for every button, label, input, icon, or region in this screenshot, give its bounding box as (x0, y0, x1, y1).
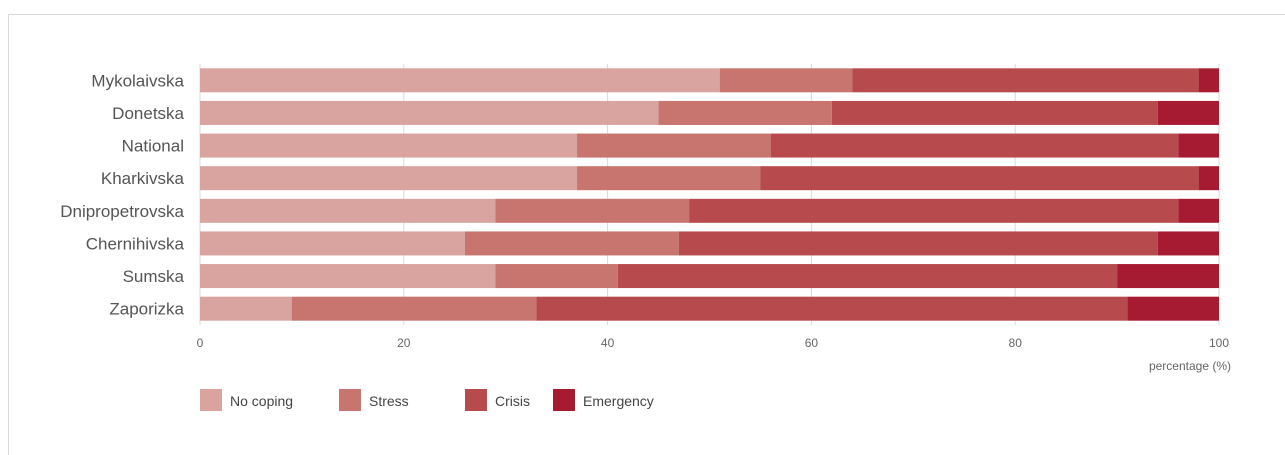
bar-zaporizka-no-coping (200, 296, 292, 321)
x-axis-title: percentage (%) (1149, 359, 1231, 373)
category-label: National (122, 137, 184, 156)
legend-swatch-stress (339, 389, 361, 411)
bar-kharkivska-crisis (760, 166, 1199, 191)
bar-dnipropetrovska-emergency (1178, 198, 1219, 223)
bar-chernihivska-crisis (678, 231, 1158, 256)
bar-donetska-crisis (831, 100, 1158, 125)
bar-kharkivska-no-coping (200, 166, 578, 191)
x-tick-label: 60 (805, 336, 819, 350)
bar-chernihivska-stress (464, 231, 679, 256)
x-tick-label: 80 (1009, 336, 1023, 350)
bar-kharkivska-emergency (1198, 166, 1219, 191)
bar-mykolaivska-no-coping (200, 68, 720, 93)
bar-national-emergency (1178, 133, 1219, 158)
x-tick-label: 100 (1209, 336, 1229, 350)
bar-national-no-coping (200, 133, 578, 158)
legend-label: No coping (230, 393, 293, 409)
legend: No coping Stress Crisis Emergency (200, 389, 654, 411)
legend-label: Stress (369, 393, 409, 409)
category-label: Chernihivska (86, 234, 185, 253)
bar-chernihivska-no-coping (200, 231, 465, 256)
category-label: Kharkivska (101, 169, 185, 188)
bar-mykolaivska-emergency (1198, 68, 1219, 93)
legend-swatch-emergency (553, 389, 575, 411)
bar-sumska-no-coping (200, 264, 496, 289)
bar-chernihivska-emergency (1157, 231, 1219, 256)
legend-swatch-no-coping (200, 389, 222, 411)
category-label: Zaporizka (109, 300, 184, 319)
bars (200, 68, 1219, 321)
bar-dnipropetrovska-stress (495, 198, 690, 223)
bar-donetska-no-coping (200, 100, 659, 125)
bar-national-crisis (770, 133, 1179, 158)
category-label: Mykolaivska (91, 71, 184, 90)
bar-dnipropetrovska-no-coping (200, 198, 496, 223)
bar-dnipropetrovska-crisis (689, 198, 1179, 223)
bar-sumska-crisis (617, 264, 1118, 289)
bar-kharkivska-stress (577, 166, 761, 191)
x-tick-label: 0 (197, 336, 204, 350)
bar-zaporizka-emergency (1127, 296, 1219, 321)
category-label: Donetska (112, 104, 184, 123)
chart-frame (8, 14, 1285, 455)
bar-donetska-emergency (1157, 100, 1219, 125)
category-label: Sumska (123, 267, 185, 286)
bar-mykolaivska-stress (719, 68, 853, 93)
legend-swatch-crisis (465, 389, 487, 411)
bar-zaporizka-stress (291, 296, 537, 321)
x-tick-label: 40 (601, 336, 615, 350)
bar-sumska-stress (495, 264, 618, 289)
bar-zaporizka-crisis (536, 296, 1128, 321)
bar-sumska-emergency (1117, 264, 1219, 289)
bar-national-stress (577, 133, 771, 158)
x-tick-label: 20 (397, 336, 411, 350)
bar-mykolaivska-crisis (852, 68, 1199, 93)
category-label: Dnipropetrovska (60, 202, 184, 221)
legend-label: Crisis (495, 393, 530, 409)
x-tick-labels: 0 20 40 60 80 100 (197, 336, 1230, 350)
category-labels: Mykolaivska Donetska National Kharkivska Dni… (60, 71, 184, 318)
legend-label: Emergency (583, 393, 654, 409)
bar-donetska-stress (658, 100, 832, 125)
